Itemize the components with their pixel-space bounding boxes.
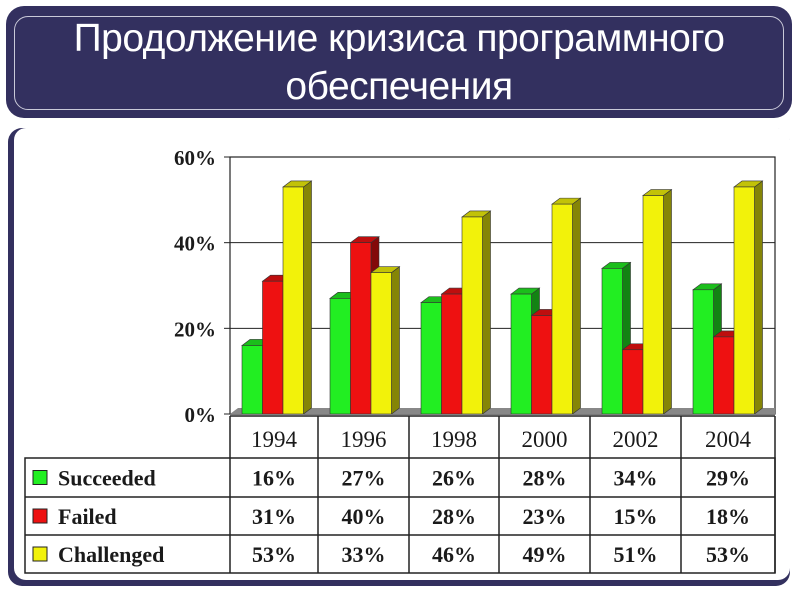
bar-succeeded-1996	[329, 298, 351, 415]
table-cell: 46%	[432, 542, 476, 567]
legend-swatch-succeeded	[32, 470, 48, 485]
table-cell: 16%	[252, 466, 296, 491]
bar-succeeded-2002	[601, 268, 623, 415]
bar-challenged-1996	[370, 272, 392, 415]
bar-challenged-1998	[461, 216, 483, 415]
table-header-year: 2004	[705, 427, 752, 452]
bar-side	[391, 266, 400, 415]
table-cell: 31%	[252, 504, 296, 529]
y-tick-label: 40%	[174, 232, 216, 256]
bar-succeeded-1994	[241, 345, 263, 415]
table-header-year: 2000	[522, 427, 568, 452]
table-cell: 49%	[523, 542, 567, 567]
table-cell: 27%	[342, 466, 386, 491]
bar-failed-2002	[622, 349, 644, 415]
legend-label-challenged: Challenged	[58, 542, 164, 567]
table-cell: 23%	[523, 504, 567, 529]
table-header-year: 1998	[431, 427, 477, 452]
table-header-year: 1996	[341, 427, 387, 452]
bar-side	[303, 180, 312, 415]
slide-title: Продолжение кризиса программного обеспеч…	[73, 17, 725, 108]
bar-succeeded-2000	[510, 293, 532, 415]
bar-side	[663, 188, 672, 415]
table-header-year: 1994	[251, 427, 298, 452]
bar-failed-1996	[350, 242, 372, 415]
y-tick-label: 20%	[174, 317, 216, 341]
y-tick-label: 0%	[185, 403, 217, 427]
bar-challenged-2004	[733, 186, 755, 415]
bar-challenged-1994	[282, 186, 304, 415]
y-tick-label: 60%	[174, 146, 216, 170]
bar-challenged-2000	[551, 203, 573, 415]
bar-challenged-2002	[642, 195, 664, 415]
bar-failed-2000	[531, 315, 553, 415]
table-cell: 26%	[432, 466, 476, 491]
table-cell: 29%	[706, 466, 750, 491]
table-cell: 28%	[432, 504, 476, 529]
table-cell: 28%	[523, 466, 567, 491]
table-cell: 34%	[614, 466, 658, 491]
legend-label-failed: Failed	[58, 504, 117, 529]
plot-area	[229, 156, 776, 415]
bar-side	[754, 180, 763, 415]
table-cell: 53%	[706, 542, 750, 567]
bar-succeeded-1998	[420, 302, 442, 415]
bar-failed-2004	[713, 336, 735, 415]
legend-swatch-challenged	[32, 546, 48, 562]
bar-side	[572, 197, 581, 415]
legend-label-succeeded: Succeeded	[58, 466, 156, 491]
table-cell: 40%	[342, 504, 386, 529]
table-cell: 33%	[342, 542, 386, 567]
table-cell: 18%	[706, 504, 750, 529]
legend-swatch-failed	[32, 508, 48, 524]
table-cell: 53%	[252, 542, 296, 567]
table-cell: 51%	[614, 542, 658, 567]
title-banner: Продолжение кризиса программного обеспеч…	[6, 6, 792, 118]
bar-failed-1998	[441, 293, 463, 415]
bar-succeeded-2004	[692, 289, 714, 415]
table-header-year: 2002	[613, 427, 659, 452]
bar-side	[482, 210, 491, 415]
table-cell: 15%	[614, 504, 658, 529]
bar-failed-1994	[262, 280, 284, 415]
